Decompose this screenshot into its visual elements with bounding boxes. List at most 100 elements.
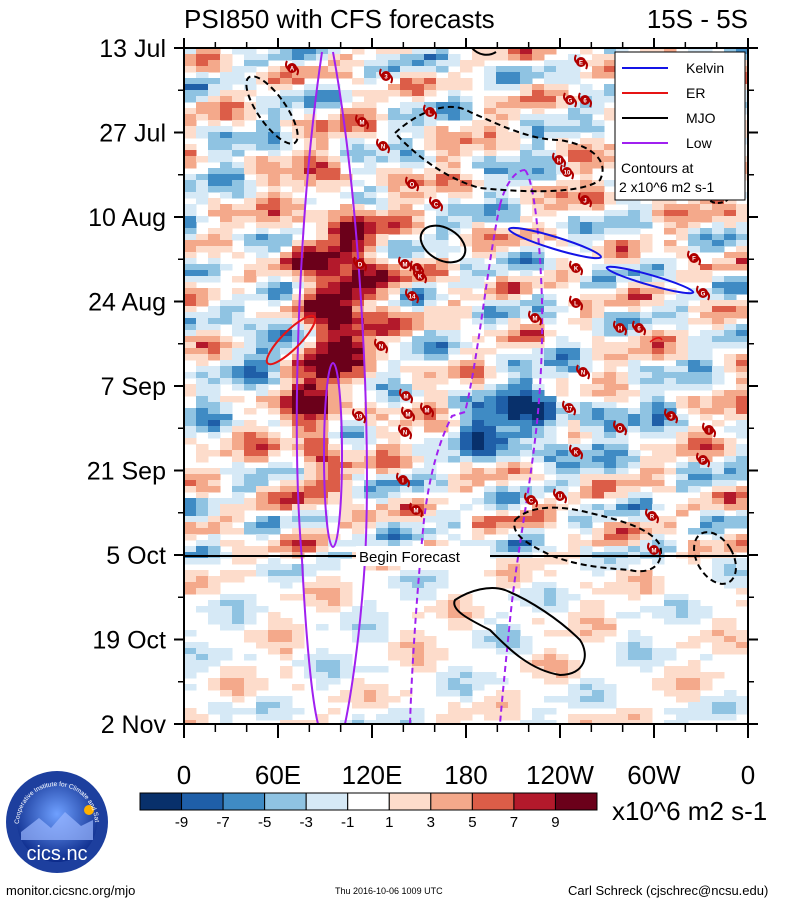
heatmap-cell [184,432,197,439]
heatmap-cell [700,294,713,301]
heatmap-cell [544,150,557,157]
heatmap-cell [640,222,653,229]
heatmap-cell [676,300,689,307]
heatmap-cell [568,534,581,541]
heatmap-cell [484,216,497,223]
heatmap-cell [208,150,221,157]
heatmap-cell [268,288,281,295]
heatmap-cell [352,702,365,709]
heatmap-cell [592,720,605,724]
heatmap-cell [184,150,197,157]
heatmap-cell [580,348,593,355]
heatmap-cell [736,48,748,55]
legend-label-kelvin: Kelvin [686,60,724,76]
mjo-contour-5 [693,531,737,585]
heatmap-cell [520,114,533,121]
heatmap-cell [304,510,317,517]
heatmap-cell [496,72,509,79]
heatmap-cell [208,366,221,373]
heatmap-cell [436,312,449,319]
heatmap-cell [520,186,533,193]
heatmap-cell [328,174,341,181]
heatmap-cell [364,516,377,523]
heatmap-cell [304,270,317,277]
heatmap-cell [496,480,509,487]
heatmap-cell [196,402,209,409]
heatmap-cell [268,390,281,397]
heatmap-cell [376,156,389,163]
heatmap-cell [736,408,748,415]
heatmap-cell [340,192,353,199]
heatmap-cell [220,150,233,157]
heatmap-cell [220,360,233,367]
heatmap-cell [412,378,425,385]
heatmap-cell [280,132,293,139]
storm-label: G [701,292,706,298]
heatmap-cell [568,342,581,349]
heatmap-cell [196,408,209,415]
heatmap-cell [220,702,233,709]
heatmap-cell [640,276,653,283]
heatmap-cell [448,534,461,541]
heatmap-cell [520,54,533,61]
heatmap-cell [364,246,377,253]
heatmap-cell [700,384,713,391]
heatmap-cell [328,84,341,91]
heatmap-cell [448,720,461,724]
heatmap-cell [340,372,353,379]
heatmap-cell [304,438,317,445]
heatmap-cell [340,420,353,427]
heatmap-cell [520,216,533,223]
heatmap-cell [448,84,461,91]
heatmap-cell [556,654,569,661]
heatmap-cell [424,342,437,349]
heatmap-cell [448,666,461,673]
heatmap-cell [424,426,437,433]
heatmap-cell [652,402,665,409]
storm-label: 10 [564,171,571,177]
heatmap-cell [304,276,317,283]
heatmap-cell [304,540,317,547]
heatmap-cell [436,654,449,661]
heatmap-cell [232,432,245,439]
heatmap-cell [256,162,269,169]
heatmap-cell [352,444,365,451]
heatmap-cell [616,492,629,499]
heatmap-cell [532,120,545,127]
heatmap-cell [652,354,665,361]
heatmap-cell [520,372,533,379]
heatmap-cell [412,660,425,667]
heatmap-cell [352,108,365,115]
heatmap-cell [568,162,581,169]
heatmap-cell [328,486,341,493]
heatmap-cell [484,156,497,163]
storm-dot [555,491,565,501]
heatmap-cell [508,702,521,709]
heatmap-cell [676,354,689,361]
heatmap-cell [460,264,473,271]
heatmap-cell [472,684,485,691]
heatmap-cell [556,366,569,373]
heatmap-cell [652,294,665,301]
heatmap-cell [724,204,737,211]
heatmap-cell [460,468,473,475]
heatmap-cell [460,102,473,109]
heatmap-cell [628,642,641,649]
heatmap-cell [712,534,725,541]
heatmap-cell [184,468,197,475]
heatmap-cell [580,84,593,91]
heatmap-cell [304,474,317,481]
heatmap-cell [532,324,545,331]
heatmap-cell [532,330,545,337]
heatmap-cell [316,540,329,547]
heatmap-cell [736,282,748,289]
x-tick-label: 60W [627,760,681,790]
heatmap-cell [736,522,748,529]
heatmap-cell [628,414,641,421]
heatmap-cell [400,78,413,85]
storm-label: N [403,431,407,437]
heatmap-cell [340,660,353,667]
heatmap-cell [412,522,425,529]
heatmap-cell [364,108,377,115]
heatmap-cell [340,72,353,79]
